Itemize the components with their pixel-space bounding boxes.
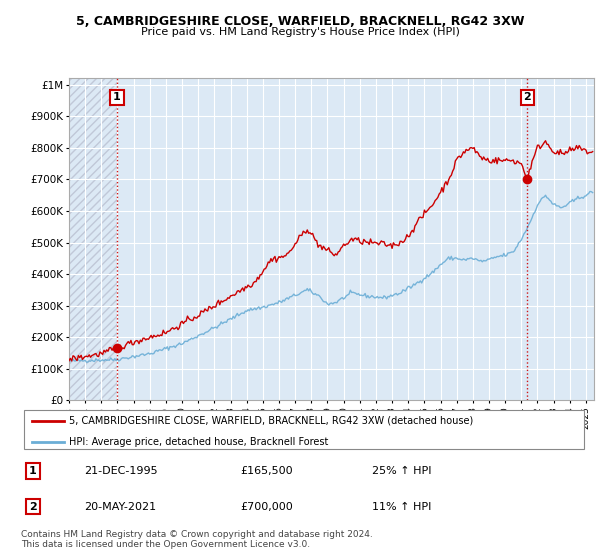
Text: HPI: Average price, detached house, Bracknell Forest: HPI: Average price, detached house, Brac… <box>69 437 329 446</box>
Text: £700,000: £700,000 <box>240 502 293 511</box>
Text: 1: 1 <box>113 92 121 102</box>
Text: 11% ↑ HPI: 11% ↑ HPI <box>372 502 431 511</box>
Text: 5, CAMBRIDGESHIRE CLOSE, WARFIELD, BRACKNELL, RG42 3XW: 5, CAMBRIDGESHIRE CLOSE, WARFIELD, BRACK… <box>76 15 524 27</box>
Text: 5, CAMBRIDGESHIRE CLOSE, WARFIELD, BRACKNELL, RG42 3XW (detached house): 5, CAMBRIDGESHIRE CLOSE, WARFIELD, BRACK… <box>69 416 473 426</box>
Text: 21-DEC-1995: 21-DEC-1995 <box>84 466 158 476</box>
Text: Contains HM Land Registry data © Crown copyright and database right 2024.
This d: Contains HM Land Registry data © Crown c… <box>21 530 373 549</box>
Text: 2: 2 <box>29 502 37 511</box>
Text: Price paid vs. HM Land Registry's House Price Index (HPI): Price paid vs. HM Land Registry's House … <box>140 27 460 37</box>
Text: 2: 2 <box>524 92 532 102</box>
FancyBboxPatch shape <box>24 410 584 449</box>
Text: 20-MAY-2021: 20-MAY-2021 <box>84 502 156 511</box>
Text: 25% ↑ HPI: 25% ↑ HPI <box>372 466 431 476</box>
Text: 1: 1 <box>29 466 37 476</box>
Text: £165,500: £165,500 <box>240 466 293 476</box>
